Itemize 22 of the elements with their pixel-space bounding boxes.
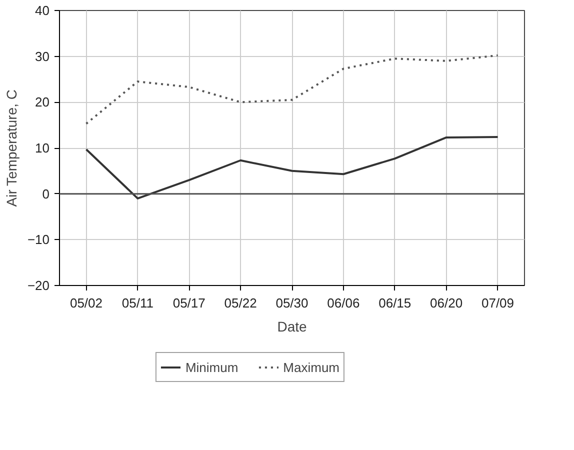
x-tick-label: 06/15	[378, 296, 412, 310]
x-tick-label: 05/22	[224, 296, 257, 310]
y-tick-label: 0	[42, 186, 50, 202]
x-tick-label: 06/20	[430, 296, 463, 310]
y-tick-label: 40	[35, 3, 50, 18]
x-axis-title: Date	[277, 318, 307, 334]
x-tick-label: 05/17	[172, 296, 206, 310]
x-tick-label: 05/30	[276, 296, 308, 310]
y-tick-label: 20	[35, 94, 50, 110]
y-axis-title: Air Temperature, C	[3, 90, 20, 207]
x-tick-label: 06/06	[327, 296, 360, 310]
line-series	[85, 54, 499, 125]
y-tick-label: −20	[27, 278, 50, 293]
x-tick-label: 05/02	[70, 296, 103, 310]
line-series	[85, 136, 499, 200]
legend-label: Minimum	[185, 360, 238, 374]
y-tick-label: 30	[35, 48, 50, 64]
x-tick-label: 07/09	[481, 296, 514, 310]
y-tick-label: 10	[35, 140, 50, 156]
legend-label: Maximum	[283, 360, 340, 374]
x-tick-label: 05/11	[122, 296, 154, 310]
y-tick-label: −10	[27, 232, 50, 248]
